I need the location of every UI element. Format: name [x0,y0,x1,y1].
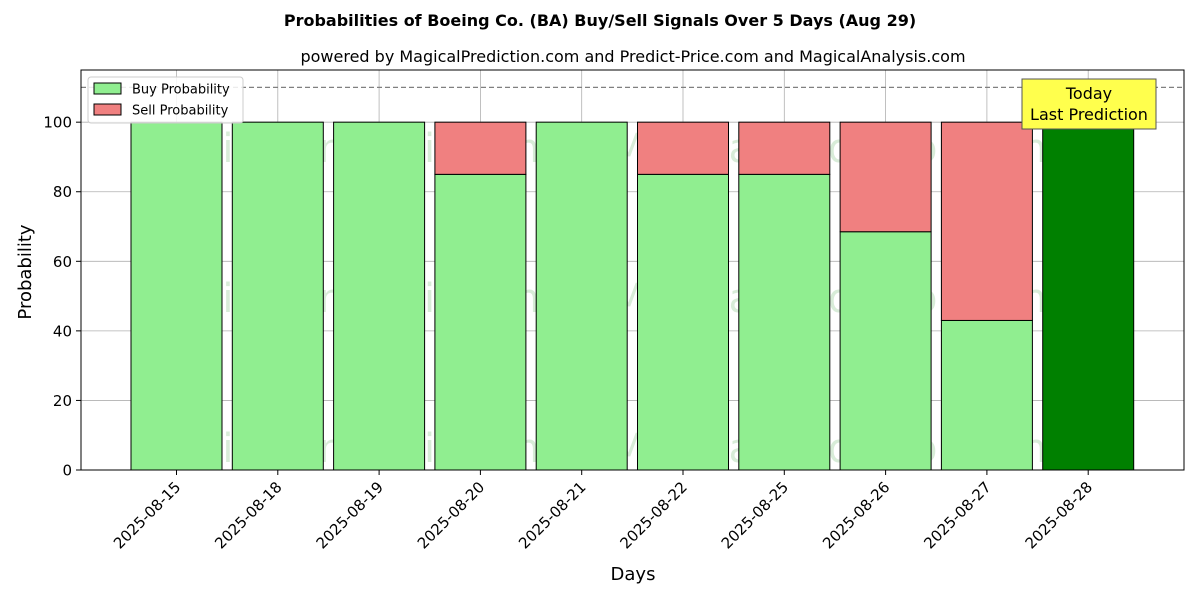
y-tick-label: 40 [53,322,72,340]
sell-bar [637,121,729,175]
bars-layer [130,121,1135,471]
x-tick-label: 2025-08-21 [515,478,589,552]
buy-bar [231,121,324,471]
legend-box [87,76,244,124]
legend-label: Sell Probability [132,104,229,119]
buy-bar [839,231,932,471]
y-tick-label: 100 [43,114,72,132]
buy-bar [535,121,628,471]
y-tick-label: 20 [53,392,72,410]
sell-bar [434,121,527,175]
x-tick-label: 2025-08-20 [414,478,488,552]
sell-bar [940,121,1033,321]
buy-bar [637,173,729,471]
x-tick-label: 2025-08-18 [211,478,285,552]
buy-bar [130,121,223,471]
sell-bar [839,121,932,233]
buy-bar [940,319,1033,471]
buy-bar [738,173,831,471]
legend-swatch [93,82,122,95]
y-tick-label: 0 [62,462,72,480]
y-tick-label: 60 [53,253,72,271]
x-axis-label: Days [611,564,656,585]
today-annotation: Today Last Prediction [1021,78,1157,130]
chart-subtitle: powered by MagicalPrediction.com and Pre… [300,47,965,66]
x-tick-label: 2025-08-28 [1022,478,1096,552]
buy-bar [333,121,426,471]
x-tick-label: 2025-08-22 [616,478,690,552]
y-tick-label: 80 [53,183,72,201]
y-axis-label: Probability [15,224,36,319]
legend: Buy Probability Sell Probability [87,76,244,124]
x-tick-label: 2025-08-25 [718,478,792,552]
annotation-box [1021,78,1157,130]
x-tick-label: 2025-08-19 [313,478,387,552]
legend-label: Buy Probability [132,83,230,98]
buy-bar [434,173,527,471]
x-tick-label: 2025-08-26 [819,478,893,552]
plot-frame [80,69,1185,471]
x-tick-label: 2025-08-27 [920,478,994,552]
annotation-text: Last Prediction [1030,105,1148,124]
legend-swatch [93,103,122,116]
chart-title: Probabilities of Boeing Co. (BA) Buy/Sel… [284,11,916,30]
y-axis: 0 20 40 60 80 100 [43,114,81,480]
sell-bar [738,121,831,175]
annotation-text: Today [1065,84,1112,103]
x-tick-label: 2025-08-15 [110,478,184,552]
buy-bar [1042,121,1135,471]
x-axis: 2025-08-15 2025-08-18 2025-08-19 2025-08-20… [110,470,1096,552]
